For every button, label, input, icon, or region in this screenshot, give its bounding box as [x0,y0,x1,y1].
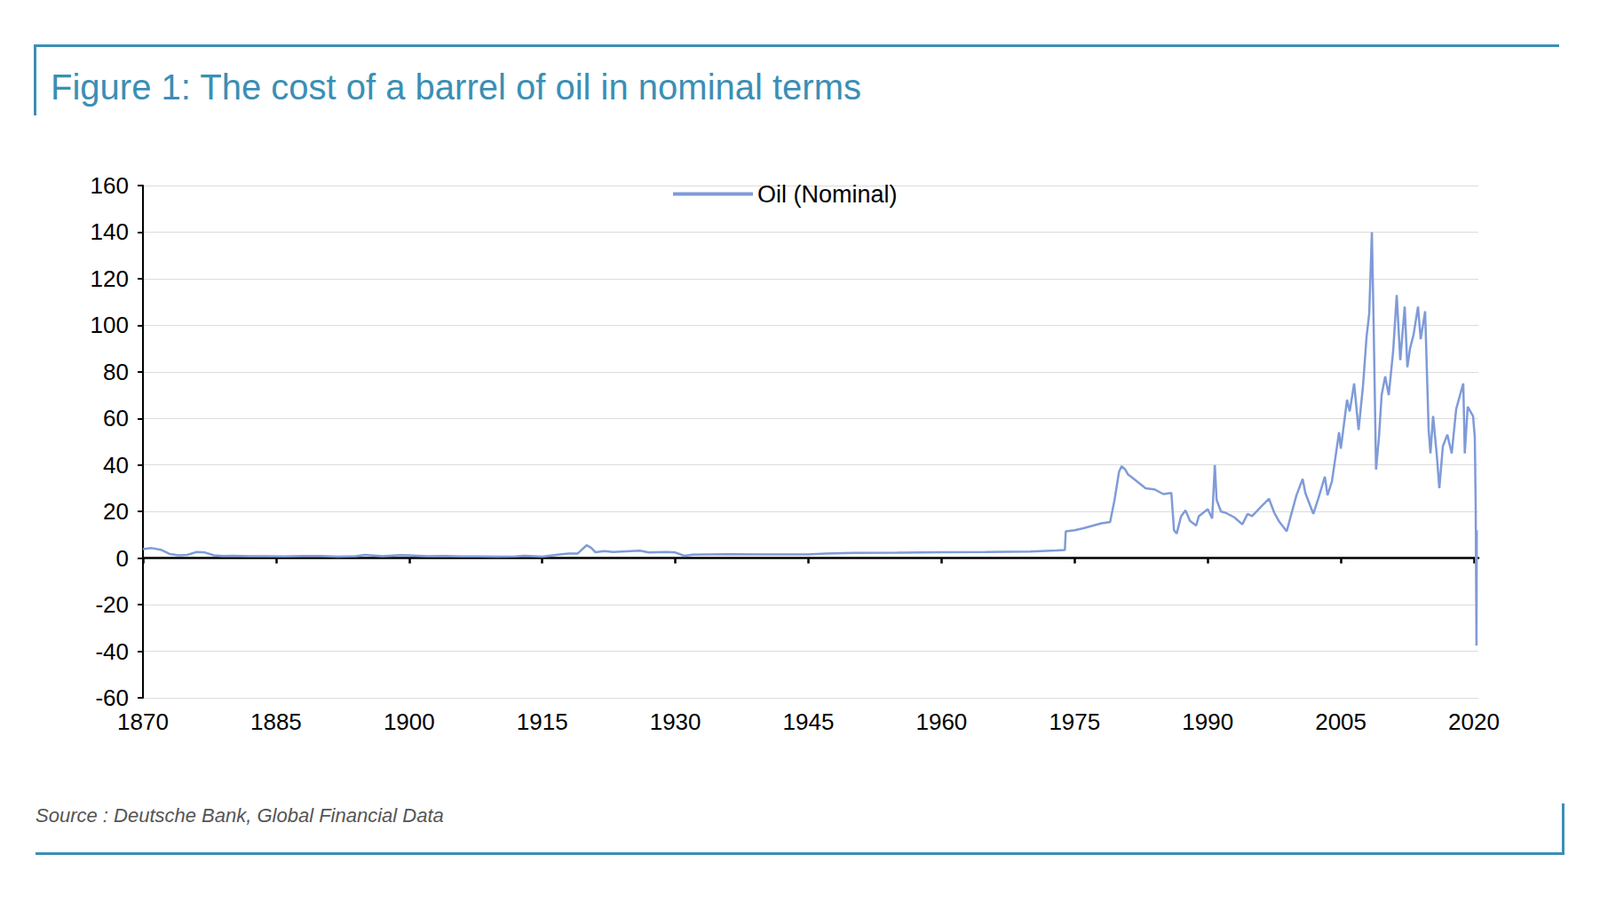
svg-text:-20: -20 [95,591,129,618]
svg-text:1960: 1960 [915,708,967,736]
svg-text:1900: 1900 [383,708,436,736]
svg-text:Oil (Nominal): Oil (Nominal) [757,181,898,208]
svg-text:100: 100 [90,311,129,339]
svg-text:-40: -40 [95,638,129,666]
svg-text:1885: 1885 [250,708,302,736]
svg-text:160: 160 [90,172,129,199]
svg-text:0: 0 [116,545,129,572]
svg-text:60: 60 [102,404,129,432]
svg-text:1930: 1930 [649,708,702,736]
svg-text:140: 140 [90,218,129,246]
html-text:Source : Deutsche Bank, Global: Source : Deutsche Bank, Global Financial… [35,804,444,827]
html-text:Figure 1: The cost of a barrel: Figure 1: The cost of a barrel of oil in… [50,67,862,107]
svg-text:2005: 2005 [1314,708,1367,736]
svg-text:-60: -60 [95,684,129,712]
svg-text:20: 20 [102,498,129,525]
svg-text:80: 80 [102,358,129,386]
svg-text:40: 40 [102,451,129,479]
svg-text:1915: 1915 [516,708,569,736]
svg-text:2020: 2020 [1448,708,1500,736]
svg-text:1990: 1990 [1181,708,1234,736]
svg-text:1945: 1945 [783,708,835,736]
svg-text:120: 120 [90,265,129,293]
svg-text:1870: 1870 [117,708,169,736]
svg-text:1975: 1975 [1048,708,1101,736]
